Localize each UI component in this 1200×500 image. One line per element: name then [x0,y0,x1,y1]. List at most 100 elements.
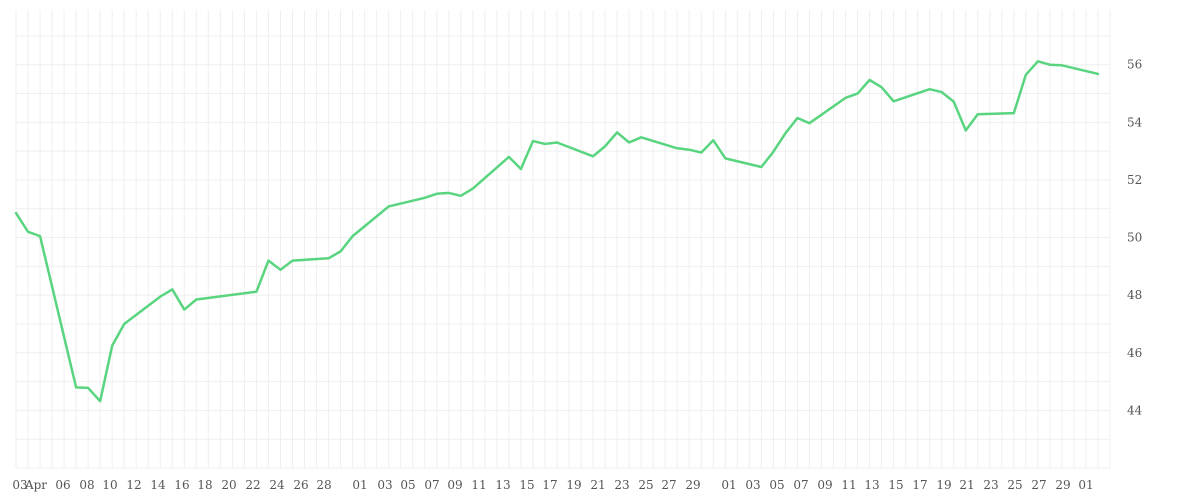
data-point [111,344,113,346]
data-point [267,259,269,261]
x-tick-label: 09 [447,478,462,492]
data-point [39,235,41,237]
x-tick-label: 03 [12,478,27,492]
data-point [712,139,714,141]
data-point [460,195,462,197]
data-point [544,143,546,145]
x-tick-label: 13 [864,478,879,492]
x-tick-label: 16 [174,478,189,492]
y-tick-label: 46 [1127,346,1142,360]
data-point [1025,74,1027,76]
data-point [724,157,726,159]
data-point [688,149,690,151]
data-point [556,141,558,143]
x-tick-label: 25 [638,478,653,492]
data-point [123,323,125,325]
data-point [628,141,630,143]
data-point [880,86,882,88]
data-point [87,387,89,389]
x-tick-label: 17 [542,478,557,492]
data-point [183,308,185,310]
data-point [1013,112,1015,114]
data-point [27,231,29,233]
x-tick-label: 11 [841,478,856,492]
x-tick-label: 24 [269,478,285,492]
data-point [327,257,329,259]
x-tick-label: 27 [1031,478,1046,492]
data-point [255,291,257,293]
data-point [940,91,942,93]
data-point [448,192,450,194]
y-tick-label: 56 [1127,58,1142,72]
data-point [953,100,955,102]
y-tick-label: 44 [1127,403,1143,417]
x-tick-label: 05 [769,478,784,492]
data-point [808,122,810,124]
data-point [351,235,353,237]
data-point [640,136,642,138]
data-point [171,288,173,290]
data-point [1037,60,1039,62]
x-tick-label: 01 [352,478,367,492]
data-point [159,295,161,297]
x-tick-label: 23 [614,478,629,492]
data-point [532,140,534,142]
data-point [928,88,930,90]
x-tick-label: 09 [817,478,832,492]
data-point [195,298,197,300]
x-tick-label: 23 [983,478,998,492]
data-point [700,151,702,153]
data-point [1049,64,1051,66]
x-tick-label: 15 [519,478,534,492]
x-tick-label: 12 [126,478,141,492]
data-point [784,132,786,134]
x-tick-label: 08 [79,478,94,492]
x-tick-label: 05 [400,478,415,492]
y-axis: 44 46 48 50 52 54 56 [1127,58,1143,418]
x-tick-label: 21 [590,478,605,492]
data-point [436,193,438,195]
x-tick-label: 17 [912,478,927,492]
data-point [291,259,293,261]
x-tick-label: 11 [471,478,486,492]
data-point [856,92,858,94]
x-tick-label: 21 [959,478,974,492]
data-point [508,156,510,158]
data-point [977,113,979,115]
data-point [676,147,678,149]
x-tick-label: 29 [1055,478,1070,492]
data-point [15,212,17,214]
data-point [592,155,594,157]
x-tick-label: 26 [293,478,308,492]
series-line [14,60,1100,403]
x-tick-label: 14 [150,478,166,492]
data-point [868,79,870,81]
x-tick-label: 27 [661,478,676,492]
data-point [99,400,101,402]
data-point [844,97,846,99]
data-point [892,100,894,102]
data-point [1061,64,1063,66]
y-tick-label: 54 [1127,115,1143,129]
y-tick-label: 50 [1127,231,1142,245]
data-point [75,386,77,388]
y-tick-label: 48 [1127,288,1142,302]
data-point [772,151,774,153]
x-tick-label: 10 [102,478,117,492]
data-point [796,117,798,119]
data-point [387,205,389,207]
x-tick-label: 18 [197,478,212,492]
x-tick-label: 01 [721,478,736,492]
x-tick-label: 13 [495,478,510,492]
x-tick-label: 07 [424,478,439,492]
x-tick-label: 01 [1078,478,1093,492]
x-tick-label: 07 [793,478,808,492]
x-tick-label: 20 [221,478,236,492]
data-point [339,250,341,252]
x-tick-label: 03 [745,478,760,492]
data-point [520,168,522,170]
data-point [760,166,762,168]
x-tick-label: 19 [936,478,951,492]
x-tick-label: 15 [888,478,903,492]
